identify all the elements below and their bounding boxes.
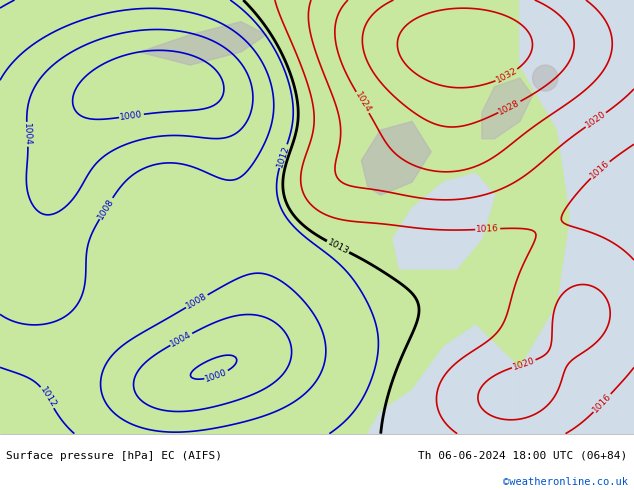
Text: 1013: 1013	[326, 238, 350, 256]
Polygon shape	[368, 325, 520, 434]
Text: 1024: 1024	[353, 91, 372, 115]
Text: 1016: 1016	[588, 159, 612, 181]
Text: 1032: 1032	[495, 66, 519, 85]
Text: 1016: 1016	[591, 392, 613, 415]
Text: 1012: 1012	[38, 385, 58, 410]
Text: 1008: 1008	[184, 292, 209, 311]
Text: Th 06-06-2024 18:00 UTC (06+84): Th 06-06-2024 18:00 UTC (06+84)	[418, 451, 628, 461]
Text: 1012: 1012	[275, 144, 291, 168]
Text: 1020: 1020	[584, 110, 608, 130]
Text: 1016: 1016	[476, 224, 500, 234]
Text: 1004: 1004	[169, 330, 193, 349]
Ellipse shape	[533, 65, 558, 91]
Text: 1028: 1028	[497, 98, 522, 116]
Polygon shape	[520, 0, 634, 434]
Text: ©weatheronline.co.uk: ©weatheronline.co.uk	[503, 477, 628, 487]
Text: 1020: 1020	[512, 356, 536, 372]
Text: Surface pressure [hPa] EC (AIFS): Surface pressure [hPa] EC (AIFS)	[6, 451, 223, 461]
Polygon shape	[361, 122, 431, 195]
Polygon shape	[393, 173, 495, 269]
Polygon shape	[482, 78, 533, 139]
Text: 1000: 1000	[204, 368, 229, 384]
Polygon shape	[139, 22, 266, 65]
Text: 1008: 1008	[96, 196, 116, 220]
Text: 1004: 1004	[22, 122, 32, 146]
Text: 1000: 1000	[119, 110, 143, 122]
